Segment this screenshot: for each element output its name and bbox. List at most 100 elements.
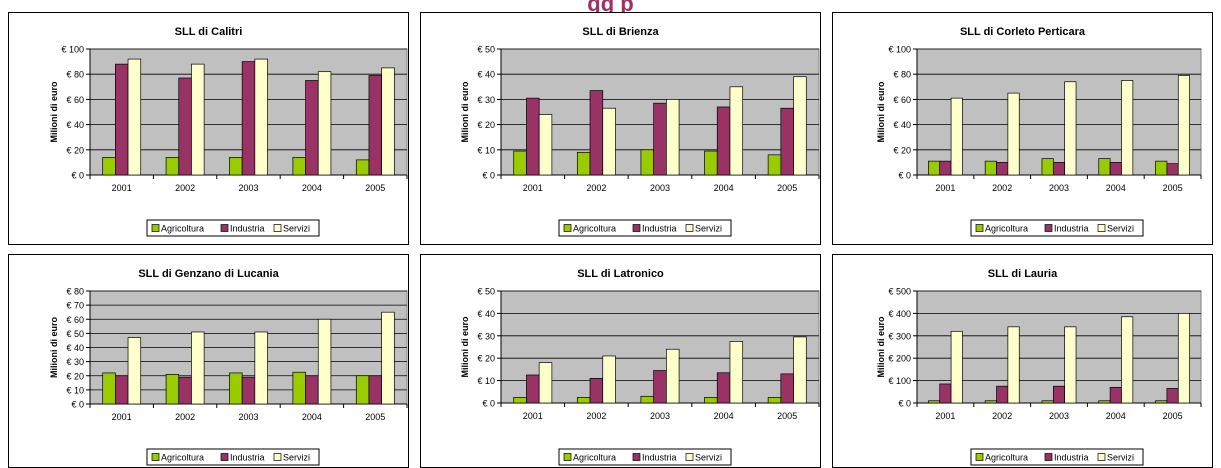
legend: Agricoltura Industria Servizi	[558, 448, 732, 466]
x-tick-label: 2004	[714, 183, 734, 193]
bar-servizi-2005	[381, 311, 395, 405]
bar-industria-2004	[716, 106, 731, 176]
bar-servizi-2005	[793, 76, 807, 176]
bar-industria-2002	[178, 77, 192, 176]
bar-agricoltura-2004	[1098, 158, 1111, 176]
x-tick-label: 2002	[586, 411, 606, 421]
x-tick-label: 2004	[1106, 411, 1126, 421]
bar-industria-2004	[305, 80, 319, 176]
x-tick-label: 2004	[1106, 183, 1126, 193]
bar-industria-2003	[653, 370, 667, 404]
y-tick-label: € 20	[893, 145, 911, 155]
chart-panel-lauria: SLL di Lauria € 0 € 100 € 200 € 300 € 400 € 50…	[832, 254, 1213, 468]
y-tick-label: € 40	[66, 120, 84, 130]
legend-label-servizi: Servizi	[1107, 453, 1134, 463]
legend-swatch-agricoltura	[975, 224, 984, 232]
bar-servizi-2002	[191, 331, 205, 405]
bar-agricoltura-2004	[704, 150, 718, 176]
legend-swatch-industria	[632, 224, 641, 232]
page-header-fragment: gg p	[587, 0, 634, 16]
bar-servizi-2002	[1007, 92, 1020, 176]
legend-label-servizi: Servizi	[695, 224, 722, 234]
bar-servizi-2005	[1177, 75, 1190, 176]
legend-swatch-servizi	[685, 224, 694, 232]
y-tick-label: € 50	[477, 45, 495, 55]
legend-label-agricoltura: Agricoltura	[161, 453, 204, 463]
x-tick-label: 2004	[302, 183, 322, 193]
bar-industria-2003	[241, 376, 256, 405]
legend-box	[558, 219, 732, 237]
chart-title: SLL di Lauria	[988, 268, 1058, 280]
legend-label-industria: Industria	[642, 224, 677, 234]
bar-agricoltura-2005	[767, 154, 782, 176]
legend-label-industria: Industria	[1054, 453, 1089, 463]
bar-industria-2001	[115, 375, 129, 405]
y-tick-label: € 40	[66, 343, 84, 353]
legend-swatch-agricoltura	[975, 453, 984, 461]
bar-industria-2003	[1052, 162, 1066, 176]
bar-servizi-2003	[666, 99, 680, 176]
y-tick-label: € 0	[71, 171, 84, 181]
bar-servizi-2001	[538, 114, 553, 176]
bar-agricoltura-2003	[1041, 400, 1054, 404]
bar-agricoltura-2002	[576, 151, 591, 176]
y-tick-label: € 80	[66, 287, 84, 297]
y-tick-label: € 20	[66, 371, 84, 381]
y-tick-label: € 60	[66, 95, 84, 105]
y-tick-label: € 500	[888, 287, 911, 297]
x-tick-label: 2005	[1163, 411, 1183, 421]
legend-swatch-industria	[220, 224, 229, 232]
bar-industria-2001	[115, 63, 129, 176]
chart-title: SLL di Brienza	[582, 26, 659, 38]
bar-agricoltura-2005	[1155, 400, 1168, 404]
bar-servizi-2003	[1064, 81, 1077, 176]
legend-label-servizi: Servizi	[1107, 224, 1134, 234]
y-axis-label: Milioni di euro	[460, 316, 470, 377]
x-tick-label: 2002	[992, 183, 1012, 193]
x-tick-label: 2003	[650, 411, 670, 421]
chart-panel-corleto-perticara: SLL di Corleto Perticara € 0 € 20 € 40 € 60 €…	[832, 12, 1213, 245]
bar-agricoltura-2003	[640, 149, 654, 176]
chart-svg: SLL di Corleto Perticara € 0 € 20 € 40 € 60 €…	[876, 26, 1202, 237]
y-tick-label: € 30	[477, 331, 495, 341]
y-tick-label: € 20	[477, 354, 495, 364]
bar-servizi-2004	[317, 71, 332, 176]
x-tick-label: 2003	[238, 183, 258, 193]
legend-swatch-agricoltura	[563, 453, 572, 461]
x-tick-label: 2002	[586, 183, 606, 193]
x-tick-label: 2001	[935, 183, 955, 193]
chart-svg: SLL di Lauria € 0 € 100 € 200 € 300 € 400 € 50…	[876, 268, 1202, 466]
legend-label-agricoltura: Agricoltura	[985, 453, 1028, 463]
legend-label-agricoltura: Agricoltura	[573, 453, 616, 463]
bar-industria-2005	[368, 75, 382, 176]
bar-industria-2005	[780, 107, 794, 176]
legend-label-industria: Industria	[1054, 224, 1089, 234]
bar-industria-2005	[1166, 163, 1179, 176]
y-tick-label: € 40	[893, 120, 911, 130]
chart-svg: SLL di Calitri € 0 € 20 € 40 € 60 € 80 € 100 Mi…	[49, 26, 408, 237]
bar-industria-2004	[716, 372, 731, 404]
legend-swatch-servizi	[273, 453, 282, 461]
legend-label-agricoltura: Agricoltura	[985, 224, 1028, 234]
bar-servizi-2004	[729, 341, 744, 404]
legend-box	[558, 448, 732, 466]
bar-servizi-2001	[950, 97, 963, 176]
bar-servizi-2002	[1007, 326, 1020, 404]
legend-swatch-agricoltura	[563, 224, 572, 232]
bar-industria-2004	[305, 375, 319, 405]
bar-agricoltura-2003	[1041, 158, 1054, 176]
legend-label-agricoltura: Agricoltura	[573, 224, 616, 234]
y-tick-label: € 0	[898, 399, 911, 409]
x-tick-label: 2005	[1163, 183, 1183, 193]
bar-industria-2003	[1052, 385, 1066, 404]
chart-svg: SLL di Genzano di Lucania € 0 € 10 € 20 € 30…	[49, 268, 408, 466]
x-tick-label: 2005	[777, 183, 797, 193]
y-tick-label: € 0	[898, 171, 911, 181]
legend-box	[146, 219, 320, 237]
legend-label-industria: Industria	[230, 224, 265, 234]
y-tick-label: € 0	[482, 171, 495, 181]
bar-servizi-2003	[1064, 326, 1077, 404]
bar-servizi-2004	[1121, 316, 1134, 404]
y-tick-label: € 0	[71, 400, 84, 410]
legend: Agricoltura Industria Servizi	[146, 219, 320, 237]
